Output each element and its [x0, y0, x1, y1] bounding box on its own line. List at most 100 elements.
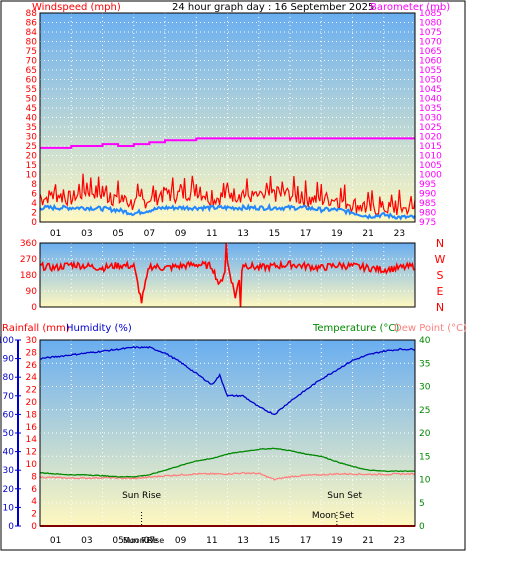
wind-axis-ticks: 0246810152025303540455055606570758084868…	[26, 9, 38, 228]
rain-tick-label: 12	[26, 448, 37, 458]
compass-label: E	[437, 285, 444, 298]
temperature-tick-label: 10	[419, 476, 431, 486]
rain-tick-label: 26	[26, 361, 38, 371]
x-tick-label: 05	[112, 536, 123, 546]
climate-panel-frame	[39, 339, 416, 527]
wind-direction-line	[39, 242, 416, 308]
wind-tick-label: 8	[31, 180, 37, 190]
direction-tick-label: 180	[20, 271, 37, 281]
x-tick-label: 15	[269, 229, 280, 239]
x-tick-label: 01	[50, 229, 61, 239]
wind-panel-frame	[39, 12, 416, 223]
dewpoint-label: Dew Point (°C)	[394, 323, 467, 334]
humidity-tick-label: 0	[8, 522, 14, 532]
moonrise-axis-label: Moon Rise	[123, 536, 164, 545]
baro-tick-label: 985	[419, 199, 436, 209]
wind-tick-label: 15	[26, 161, 37, 171]
rain-tick-label: 16	[26, 423, 38, 433]
compass-label: N	[436, 237, 444, 250]
rain-tick-label: 20	[26, 398, 38, 408]
x-tick-label: 15	[269, 536, 280, 546]
rain-tick-label: 0	[31, 522, 37, 532]
x-tick-label: 17	[300, 229, 311, 239]
baro-tick-label: 1015	[419, 142, 442, 152]
barometer-line	[40, 137, 415, 149]
barometer-label: Barometer (mb)	[370, 2, 450, 13]
temperature-tick-label: 30	[419, 383, 431, 393]
baro-tick-label: 1035	[419, 104, 442, 114]
wind-x-ticks: 01 03 05 07 09 11 13 15 17 19 21 23	[50, 229, 405, 239]
x-tick-label: 09	[175, 536, 187, 546]
wind-tick-label: 75	[26, 47, 37, 57]
x-tick-label: 23	[394, 536, 405, 546]
dewpoint-line	[39, 471, 416, 481]
humidity-tick-label: 30	[3, 466, 15, 476]
wind-tick-label: 0	[31, 218, 37, 228]
temperature-tick-label: 15	[419, 452, 430, 462]
wind-tick-label: 55	[26, 85, 37, 95]
wind-tick-label: 30	[26, 133, 38, 143]
humidity-tick-label: 20	[3, 485, 15, 495]
wind-tick-label: 45	[26, 104, 37, 114]
wind-tick-label: 40	[26, 114, 38, 124]
temperature-label: Temperature (°C)	[312, 323, 399, 334]
baro-tick-label: 980	[419, 209, 436, 219]
compass-label: N	[436, 301, 444, 314]
wind-tick-label: 65	[26, 66, 37, 76]
sunset-label: Sun Set	[327, 491, 362, 501]
wind-tick-label: 25	[26, 142, 37, 152]
temperature-tick-label: 40	[419, 336, 431, 346]
wind-tick-label: 88	[26, 9, 38, 19]
x-tick-label: 07	[144, 229, 155, 239]
wind-tick-label: 6	[31, 190, 37, 200]
moonset-label: Moon Set	[312, 511, 355, 521]
compass-label: S	[437, 269, 444, 282]
x-tick-label: 03	[81, 536, 92, 546]
baro-tick-label: 1060	[419, 57, 442, 67]
direction-tick-label: 360	[20, 239, 37, 249]
outer-border	[0, 0, 466, 551]
baro-tick-label: 1050	[419, 76, 442, 86]
rain-tick-label: 10	[26, 460, 38, 470]
wind-tick-label: 86	[26, 19, 38, 29]
x-tick-label: 21	[362, 536, 373, 546]
sunrise-label: Sun Rise	[122, 491, 161, 501]
temperature-tick-label: 0	[419, 522, 425, 532]
sun-moon-events: Sun Rise Sun Set Moon Set	[122, 491, 363, 526]
rain-tick-label: 6	[31, 485, 37, 495]
humidity-tick-label: 50	[3, 429, 15, 439]
baro-tick-label: 1020	[419, 133, 442, 143]
x-tick-label: 13	[237, 229, 248, 239]
humidity-tick-label: 10	[3, 503, 15, 513]
x-tick-label: 03	[81, 229, 92, 239]
direction-tick-label: 0	[31, 303, 37, 313]
rain-tick-label: 24	[26, 373, 38, 383]
humidity-label: Humidity (%)	[66, 323, 132, 334]
humidity-tick-label: 100	[0, 336, 14, 346]
wind-tick-label: 35	[26, 123, 37, 133]
temperature-axis-ticks: 0 5 10 15 20 25 30 35 40	[419, 336, 431, 532]
baro-tick-label: 1065	[419, 47, 442, 57]
temperature-tick-label: 5	[419, 499, 425, 509]
rain-tick-label: 18	[26, 410, 38, 420]
rain-tick-label: 28	[26, 348, 38, 358]
baro-axis-ticks: 9759809859909951000100510101015102010251…	[419, 9, 442, 228]
x-tick-label: 19	[331, 229, 343, 239]
wind-tick-label: 2	[31, 209, 37, 219]
wind-tick-label: 20	[26, 152, 38, 162]
direction-tick-label: 270	[20, 255, 37, 265]
humidity-tick-label: 40	[3, 448, 15, 458]
baro-tick-label: 1010	[419, 152, 442, 162]
x-tick-label: 19	[331, 536, 343, 546]
windspeed-label: Windspeed (mph)	[32, 2, 121, 13]
rainfall-label: Rainfall (mm)	[2, 323, 70, 334]
temperature-tick-label: 25	[419, 406, 430, 416]
temperature-line	[39, 447, 416, 478]
x-tick-label: 01	[50, 536, 61, 546]
rain-tick-label: 2	[31, 510, 37, 520]
baro-tick-label: 1055	[419, 66, 442, 76]
baro-tick-label: 975	[419, 218, 436, 228]
